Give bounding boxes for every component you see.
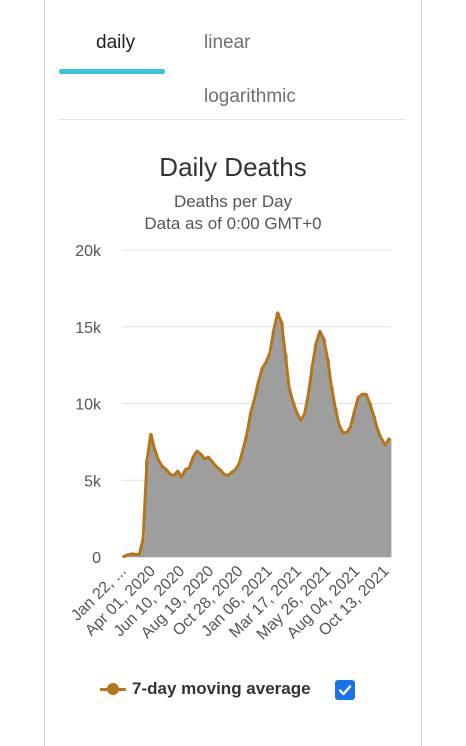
bar (264, 362, 269, 557)
bar (298, 420, 304, 557)
bar (383, 444, 388, 557)
bar (364, 394, 369, 557)
moving-average-legend-marker (100, 679, 126, 699)
check-icon (338, 685, 352, 696)
bar (321, 339, 327, 557)
bar-series (122, 312, 392, 557)
y-tick-label: 15k (75, 320, 102, 337)
bar (256, 382, 261, 557)
legend-label: 7-day moving average (132, 679, 311, 698)
tab-daily[interactable]: daily (96, 32, 136, 53)
bar (379, 438, 384, 557)
tab-logarithmic[interactable]: logarithmic (204, 86, 296, 107)
bar (141, 538, 146, 557)
bar (191, 457, 196, 557)
moving-average-checkbox[interactable] (335, 680, 355, 700)
tab-linear[interactable]: linear (204, 32, 251, 53)
legend: 7-day moving average (100, 676, 311, 702)
y-tick-label: 5k (84, 473, 102, 490)
bar (344, 432, 350, 557)
bar (229, 472, 234, 557)
bar (279, 322, 284, 557)
bar (210, 461, 215, 557)
moving-average-series (122, 311, 391, 559)
bar (356, 397, 361, 557)
bar (214, 466, 219, 557)
bar (387, 438, 392, 557)
bar (241, 449, 246, 557)
bar (275, 312, 280, 557)
bar (237, 463, 242, 557)
bar (317, 331, 323, 557)
bar (310, 366, 315, 557)
y-tick-label: 0 (92, 550, 101, 567)
bar (221, 474, 227, 557)
bar (271, 329, 277, 557)
bar (171, 475, 177, 557)
bar (206, 457, 211, 557)
bar (283, 354, 288, 557)
chart-title: Daily Deaths (159, 152, 307, 182)
bar (198, 454, 204, 557)
bar (145, 460, 150, 557)
bar (168, 474, 173, 557)
bar (183, 469, 188, 557)
active-tab-indicator (59, 69, 165, 74)
bar (341, 432, 346, 557)
bar (291, 401, 296, 557)
bar (164, 469, 169, 557)
bar (202, 458, 207, 557)
bar (287, 388, 292, 557)
bar (195, 451, 200, 557)
bar (148, 434, 154, 557)
bar (156, 460, 161, 557)
bar (352, 411, 357, 557)
y-tick-label: 20k (75, 243, 102, 260)
moving-average-line (122, 311, 391, 559)
bar (314, 343, 319, 557)
bar (244, 434, 250, 557)
bar (333, 408, 338, 557)
bar (225, 475, 230, 557)
y-tick-label: 10k (75, 397, 102, 414)
bar (218, 469, 223, 557)
bar (260, 368, 265, 557)
bar (306, 394, 311, 557)
bar (302, 414, 307, 557)
bar (294, 412, 300, 557)
bar (367, 403, 373, 557)
bar (371, 415, 377, 557)
bar (187, 467, 192, 557)
bar (375, 429, 380, 557)
bar (360, 394, 365, 557)
bar (160, 466, 165, 557)
chart-subtitle: Deaths per Day (173, 192, 293, 211)
bar (129, 553, 134, 557)
chart-data-date: Data as of 0:00 GMT+0 (144, 214, 322, 233)
bar (325, 358, 330, 557)
daily-deaths-chart: 0 5k 10k 15k 20k Jan 22, ...Apr 01, 2020Jun … (68, 243, 393, 644)
bar (175, 471, 181, 557)
bar (248, 412, 254, 557)
y-axis: 0 5k 10k 15k 20k (75, 243, 102, 567)
bar (152, 449, 157, 557)
tab-divider (59, 119, 406, 120)
bar (348, 426, 353, 557)
frame-border-left (44, 0, 45, 746)
bar (252, 398, 257, 557)
bar (268, 352, 273, 557)
bar (329, 386, 334, 557)
bar (179, 477, 184, 557)
bar (233, 469, 238, 557)
frame-border-right (421, 0, 422, 746)
bar (337, 424, 342, 557)
